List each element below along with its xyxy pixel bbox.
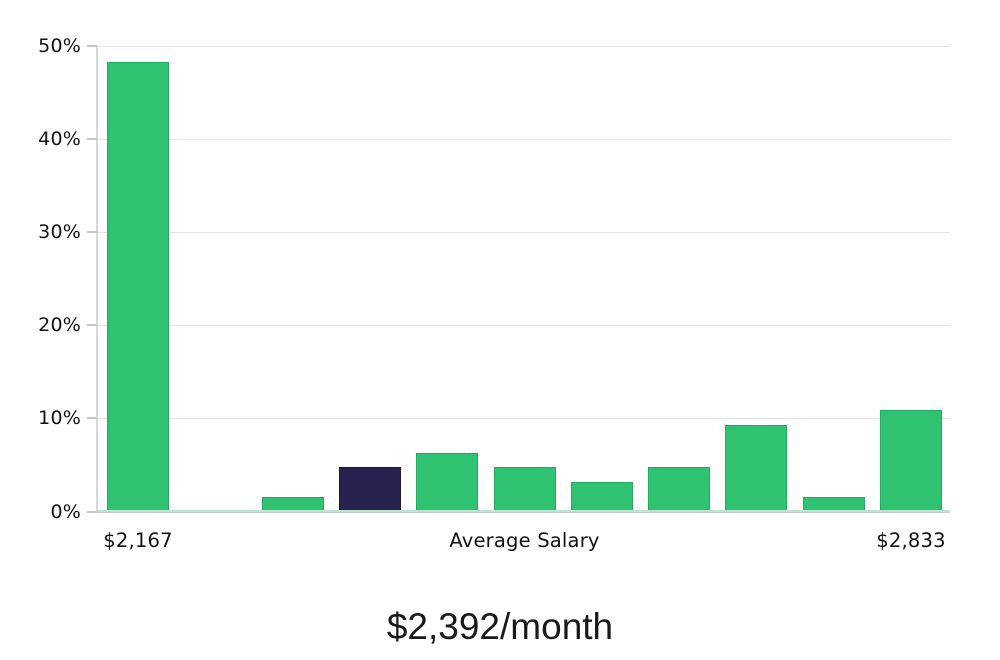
x-tick-label: Average Salary [449,529,600,552]
highlighted-bar [338,466,401,512]
bar [725,424,788,512]
x-tick-label: $2,833 [876,529,946,552]
gridline-50% [97,45,950,47]
plot-area: 0% 10% 20% 30% 40% 50% $2,167 Average Salary $2… [38,35,950,552]
gridline-10% [97,417,950,419]
bar [107,61,169,512]
y-tick-label: 50% [38,35,81,57]
y-tick-label: 0% [50,500,81,523]
average-salary-title: $2,392/month [386,606,614,647]
gridline-30% [97,231,950,233]
y-tick-label: 40% [38,128,81,151]
y-tick-label: 10% [38,407,81,430]
y-axis-line [96,46,98,513]
gridline-20% [97,324,950,326]
y-tick-mark [87,231,97,234]
gridline-40% [97,138,950,140]
y-tick-label: 20% [38,314,81,337]
y-tick-mark [87,417,97,420]
x-axis-accent-line [97,509,950,512]
y-tick-mark [87,324,97,327]
y-tick-mark [87,45,97,47]
bar [493,466,556,512]
bar [416,452,479,512]
bar [261,496,324,512]
y-tick-label: 30% [38,221,81,244]
bar [570,481,633,512]
x-tick-label: $2,167 [103,529,173,552]
y-tick-mark [87,138,97,141]
bar [648,466,711,512]
bar [880,410,942,512]
bar [802,496,865,512]
x-axis-line [87,511,950,513]
